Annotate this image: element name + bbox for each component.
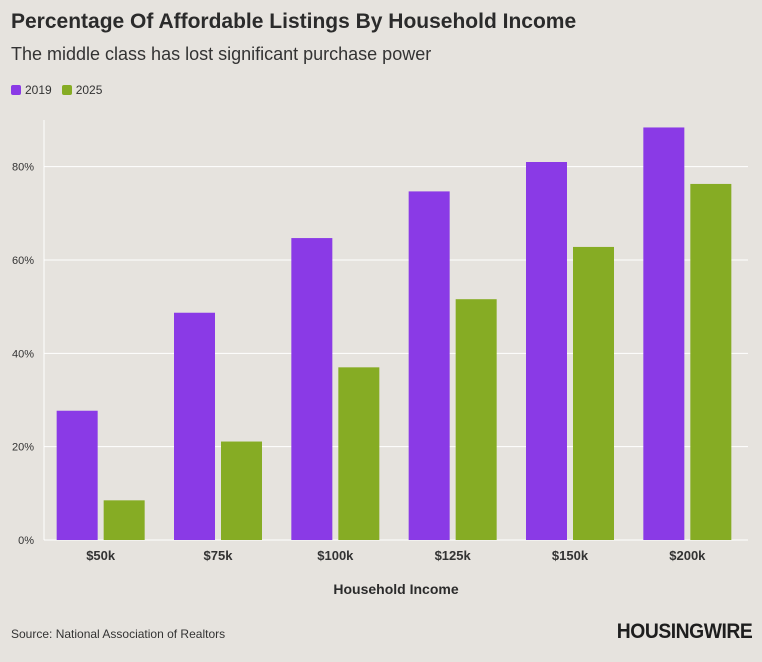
legend-item-2025: 2025 — [61, 83, 103, 97]
x-tick-label: $125k — [435, 548, 472, 563]
y-tick-label: 80% — [12, 162, 34, 174]
x-tick-label: $150k — [552, 548, 589, 563]
gridlines — [43, 120, 748, 541]
bar-2025-200k — [690, 183, 732, 540]
x-axis-label: Household Income — [333, 581, 458, 597]
x-tick-label: $200k — [669, 548, 706, 563]
x-tick-label: $50k — [86, 548, 116, 563]
y-axis: 0% 20% 40% 60% 80% — [12, 162, 34, 547]
y-tick-label: 0% — [18, 535, 34, 547]
y-tick-label: 60% — [12, 255, 34, 267]
legend-label-2025: 2025 — [75, 83, 103, 97]
legend: 2019 2025 — [11, 83, 102, 97]
bar-2025-150k — [573, 246, 614, 540]
bar-2025-50k — [103, 500, 145, 540]
housingwire-logo: HOUSINGWIRE — [616, 620, 752, 643]
bar-2019-50k — [56, 410, 98, 540]
y-tick-label: 20% — [12, 442, 34, 454]
bar-2019-200k — [643, 127, 685, 540]
legend-swatch-2019 — [11, 85, 21, 95]
chart-title: Percentage Of Affordable Listings By Hou… — [11, 10, 577, 33]
x-tick-label: $100k — [317, 548, 354, 563]
bar-2025-75k — [221, 441, 262, 540]
legend-label-2019: 2019 — [25, 83, 52, 97]
legend-swatch-2025 — [61, 85, 72, 95]
bar-2019-100k — [291, 238, 333, 541]
x-axis: $50k $75k $100k $125k $150k $200k — [86, 548, 706, 563]
source-note: Source: National Association of Realtors — [11, 627, 226, 641]
x-tick-label: $75k — [204, 548, 234, 563]
bar-2025-125k — [455, 299, 497, 540]
y-tick-label: 40% — [12, 348, 34, 360]
legend-item-2019: 2019 — [11, 83, 52, 97]
chart-subtitle: The middle class has lost significant pu… — [11, 44, 432, 64]
bars — [56, 127, 732, 541]
bar-2019-75k — [174, 312, 215, 540]
bar-2019-125k — [408, 191, 450, 540]
bar-2019-150k — [526, 162, 567, 540]
bar-2025-100k — [338, 367, 380, 540]
